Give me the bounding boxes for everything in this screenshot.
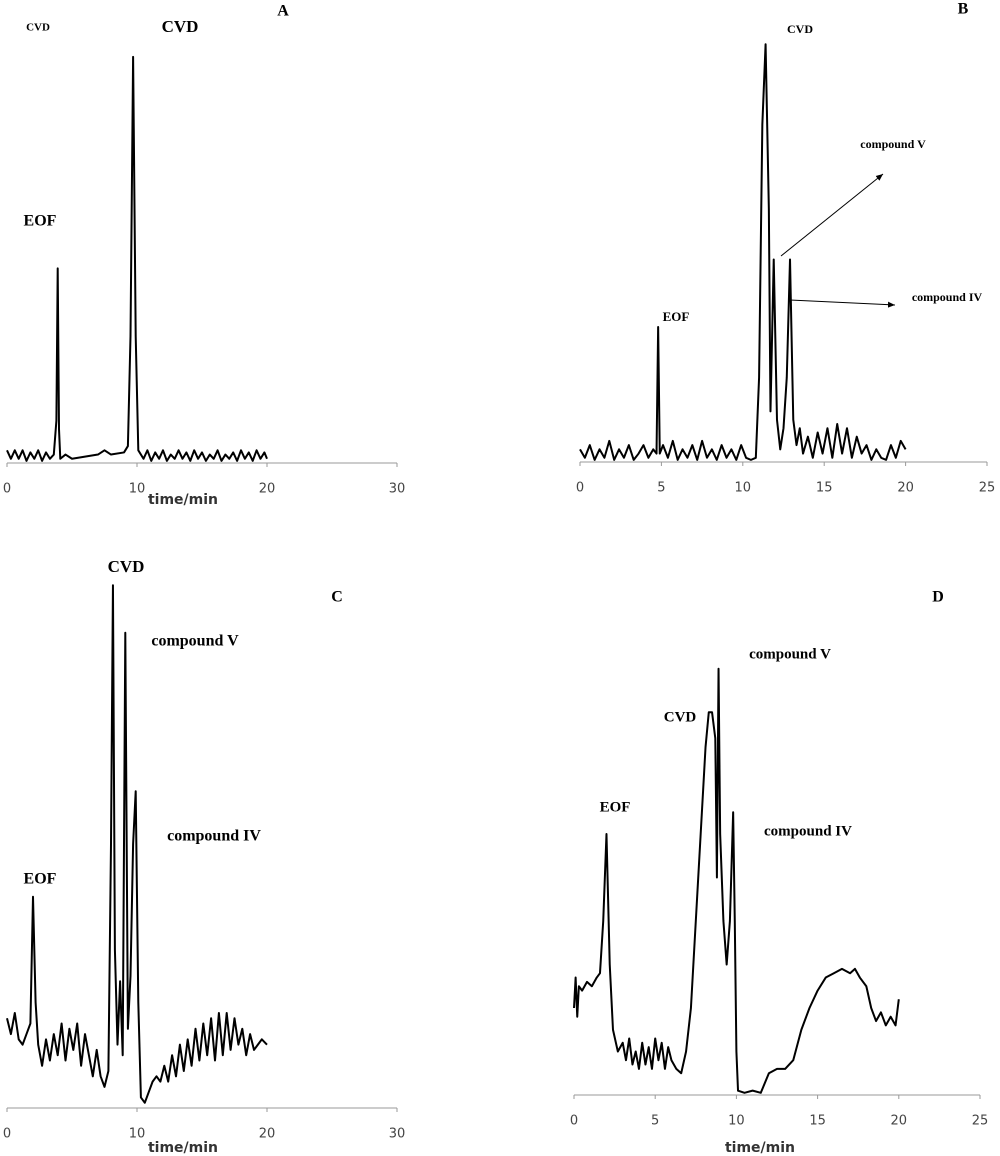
x-tick-label: 10 [129,482,146,497]
peak-label: compound V [151,633,239,650]
x-axis-label: time/min [148,492,218,508]
peak-label: EOF [600,799,631,815]
peak-label: compound IV [912,290,983,304]
peak-label: EOF [663,309,690,324]
trace [579,43,907,461]
arrow [789,299,896,308]
x-tick-label: 0 [576,481,584,496]
peak-label: CVD [108,557,145,576]
panel-title: B [958,1,969,18]
peak-label: compound V [749,646,831,662]
x-tick-label: 30 [389,482,406,497]
x-axis-label: time/min [725,1140,795,1156]
x-tick-label: 30 [389,1127,406,1142]
peak-label: compound IV [167,828,261,845]
x-tick-label: 15 [816,481,833,496]
peak-label: EOF [24,871,57,888]
peak-label: compound IV [764,823,852,839]
peak-label: CVD [26,22,50,34]
x-tick-label: 0 [570,1114,578,1129]
x-axis-label: time/min [148,1140,218,1156]
x-tick-label: 5 [651,1114,659,1129]
x-tick-label: 20 [897,481,914,496]
peak-label: compound V [860,137,926,151]
x-tick-label: 25 [972,1114,989,1129]
peak-label: EOF [24,213,57,230]
peak-label: CVD [162,17,199,36]
peak-label: CVD [787,22,813,36]
trace [6,584,268,1104]
x-tick-label: 0 [3,482,11,497]
trace [6,55,268,462]
x-tick-label: 10 [129,1127,146,1142]
panel-title: C [331,589,343,606]
x-tick-label: 5 [657,481,665,496]
panel-title: D [932,589,944,606]
x-tick-label: 25 [979,481,996,496]
peak-label: CVD [664,709,697,725]
arrow [780,173,884,257]
x-tick-label: 20 [891,1114,908,1129]
x-tick-label: 20 [259,1127,276,1142]
x-tick-label: 10 [728,1114,745,1129]
x-tick-label: 0 [3,1127,11,1142]
x-tick-label: 15 [809,1114,826,1129]
panel-title: A [277,3,289,20]
trace [573,667,900,1094]
x-tick-label: 10 [735,481,752,496]
x-tick-label: 20 [259,482,276,497]
